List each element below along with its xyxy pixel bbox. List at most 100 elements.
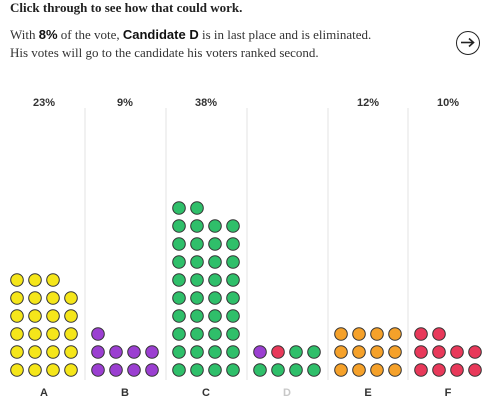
vote-dot-a <box>64 309 78 323</box>
candidate-label-a: A <box>40 387 48 399</box>
vote-dot-f <box>432 345 446 359</box>
vote-dot-c <box>172 201 186 215</box>
vote-dot-a <box>64 345 78 359</box>
desc-text-1: With <box>10 27 39 42</box>
vote-dot-f <box>450 363 464 377</box>
arrow-right-icon <box>461 37 475 48</box>
vote-dot-e <box>352 327 366 341</box>
vote-dot-c <box>190 255 204 269</box>
next-step-button[interactable] <box>456 31 480 55</box>
vote-dot-b <box>253 345 267 359</box>
vote-dot-a <box>10 327 24 341</box>
vote-dot-c <box>208 309 222 323</box>
vote-dot-a <box>10 345 24 359</box>
percent-label-a: 23% <box>33 97 55 109</box>
vote-dot-f <box>414 327 428 341</box>
vote-dot-c <box>190 363 204 377</box>
percent-label-b: 9% <box>117 97 133 109</box>
vote-dot-e <box>352 345 366 359</box>
vote-dot-c <box>226 345 240 359</box>
vote-dot-c <box>208 291 222 305</box>
vote-dot-b <box>145 363 159 377</box>
vote-dot-c <box>172 237 186 251</box>
vote-dot-c <box>190 327 204 341</box>
instruction-title: Click through to see how that could work… <box>10 0 243 15</box>
vote-dot-f <box>450 345 464 359</box>
vote-dot-a <box>64 327 78 341</box>
vote-dot-c <box>208 219 222 233</box>
vote-dot-a <box>46 345 60 359</box>
vote-dot-a <box>10 273 24 287</box>
vote-dot-c <box>208 237 222 251</box>
vote-dot-e <box>370 363 384 377</box>
vote-dot-c <box>226 255 240 269</box>
step-description: With 8% of the vote, Candidate D is in l… <box>10 26 430 62</box>
vote-dot-b <box>91 363 105 377</box>
vote-dot-c <box>190 219 204 233</box>
vote-dot-c <box>208 363 222 377</box>
vote-dot-f <box>414 345 428 359</box>
vote-dot-f <box>271 345 285 359</box>
vote-dot-c <box>289 363 303 377</box>
desc-text-2: of the vote, <box>57 27 123 42</box>
percent-label-c: 38% <box>195 97 217 109</box>
vote-dot-a <box>28 291 42 305</box>
vote-dot-b <box>91 327 105 341</box>
vote-dot-f <box>432 327 446 341</box>
vote-dot-a <box>10 291 24 305</box>
vote-dot-b <box>109 345 123 359</box>
vote-dot-a <box>28 309 42 323</box>
candidate-label-b: B <box>121 387 129 399</box>
percent-label-f: 10% <box>437 97 459 109</box>
vote-dot-a <box>46 327 60 341</box>
vote-dot-c <box>307 363 321 377</box>
vote-dot-c <box>172 291 186 305</box>
candidate-label-c: C <box>202 387 210 399</box>
vote-dot-c <box>226 273 240 287</box>
vote-dot-a <box>28 363 42 377</box>
vote-dot-a <box>46 273 60 287</box>
desc-candidate: Candidate D <box>122 27 199 42</box>
vote-dot-c <box>190 309 204 323</box>
vote-dot-e <box>388 363 402 377</box>
vote-dot-c <box>190 201 204 215</box>
vote-dot-b <box>145 345 159 359</box>
vote-dot-e <box>370 327 384 341</box>
vote-dot-c <box>172 219 186 233</box>
vote-dot-a <box>10 309 24 323</box>
vote-dot-a <box>28 327 42 341</box>
desc-text-3: is in last place and is eliminated. <box>198 27 372 42</box>
vote-dot-c <box>208 255 222 269</box>
vote-dot-e <box>334 363 348 377</box>
vote-dot-c <box>226 363 240 377</box>
vote-dot-b <box>109 363 123 377</box>
vote-dot-c <box>271 363 285 377</box>
vote-dot-c <box>172 255 186 269</box>
vote-dot-f <box>432 363 446 377</box>
vote-dot-a <box>46 309 60 323</box>
vote-dot-b <box>127 363 141 377</box>
vote-dot-c <box>190 291 204 305</box>
vote-dot-a <box>28 345 42 359</box>
vote-dot-f <box>468 363 482 377</box>
vote-dot-a <box>64 291 78 305</box>
vote-dot-c <box>172 327 186 341</box>
vote-dot-c <box>172 309 186 323</box>
vote-dot-c <box>190 345 204 359</box>
vote-dot-e <box>352 363 366 377</box>
vote-dot-c <box>226 237 240 251</box>
vote-dot-c <box>289 345 303 359</box>
vote-dot-c <box>208 327 222 341</box>
vote-dot-c <box>226 219 240 233</box>
vote-dot-c <box>226 309 240 323</box>
vote-dot-c <box>208 273 222 287</box>
candidate-label-f: F <box>445 387 452 399</box>
vote-dot-e <box>370 345 384 359</box>
vote-dot-c <box>226 291 240 305</box>
candidate-label-e: E <box>364 387 371 399</box>
vote-dot-e <box>334 345 348 359</box>
vote-dot-b <box>91 345 105 359</box>
vote-dot-c <box>307 345 321 359</box>
vote-dot-c <box>172 363 186 377</box>
